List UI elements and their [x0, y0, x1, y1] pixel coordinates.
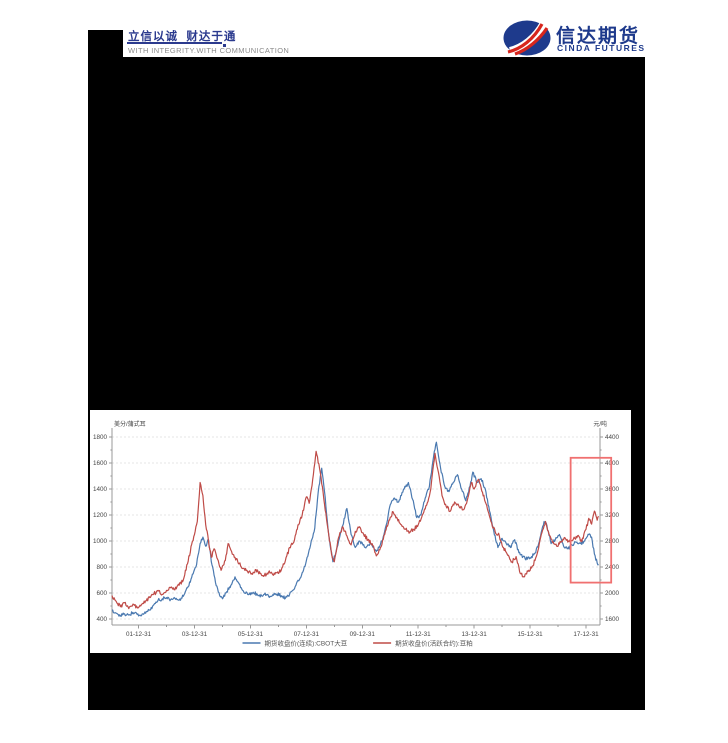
company-slogan-en: WITH INTEGRITY.WITH COMMUNICATION	[128, 46, 290, 55]
left-tick-label: 1400	[93, 486, 108, 493]
x-tick-label: 03-12-31	[182, 631, 208, 638]
slogan-underline-dot	[223, 44, 226, 47]
right-tick-label: 4000	[605, 460, 620, 467]
x-tick-label: 01-12-31	[126, 631, 152, 638]
left-axis-unit: 美分/蒲式耳	[114, 420, 146, 428]
left-tick-label: 600	[96, 590, 107, 597]
right-tick-label: 3200	[605, 512, 620, 519]
logo-swoosh-icon	[503, 20, 551, 56]
right-tick-label: 3600	[605, 486, 620, 493]
x-tick-label: 05-12-31	[238, 631, 264, 638]
right-tick-label: 2400	[605, 564, 620, 571]
right-tick-label: 4400	[605, 434, 620, 441]
chart-canvas: 1800 1600 1400 1200 1000 800 600 400 4400 4000 360…	[93, 420, 620, 647]
logo-name-en: CINDA FUTURES	[557, 43, 646, 53]
x-tick-label: 11-12-31	[406, 631, 431, 638]
legend-label: 期货收盘价(连续):CBOT大豆	[265, 638, 348, 647]
right-tick-label: 2800	[605, 538, 620, 545]
right-tick-label: 1600	[605, 616, 620, 623]
x-tick-label: 13-12-31	[462, 631, 488, 638]
cinda-futures-logo: 信达期货 CINDA FUTURES	[502, 19, 652, 57]
x-tick-label: 17-12-31	[573, 631, 599, 638]
highlight-annotation-rect	[569, 456, 613, 584]
right-axis-unit: 元/吨	[593, 420, 607, 428]
left-tick-label: 400	[96, 616, 107, 623]
left-tick-label: 1800	[93, 434, 108, 441]
right-tick-label: 2000	[605, 590, 620, 597]
logo-name-cn: 信达期货	[556, 26, 641, 47]
slogan-underline	[127, 42, 222, 44]
redacted-block-header	[88, 30, 123, 58]
series-line-red	[111, 450, 600, 610]
legend-label: 期货收盘价(活跃合约):豆粕	[395, 638, 473, 647]
series-line-blue	[111, 441, 599, 618]
x-tick-label: 09-12-31	[350, 631, 376, 638]
futures-price-chart: 1800 1600 1400 1200 1000 800 600 400 4400 4000 360…	[90, 410, 631, 653]
left-tick-label: 1200	[93, 512, 108, 519]
left-tick-label: 1000	[93, 538, 108, 545]
x-tick-label: 07-12-31	[294, 631, 320, 638]
company-slogan-cn: 立信以诚 财达于通	[128, 31, 237, 43]
left-tick-label: 1600	[93, 460, 108, 467]
left-tick-label: 800	[96, 564, 107, 571]
x-tick-label: 15-12-31	[517, 631, 543, 638]
